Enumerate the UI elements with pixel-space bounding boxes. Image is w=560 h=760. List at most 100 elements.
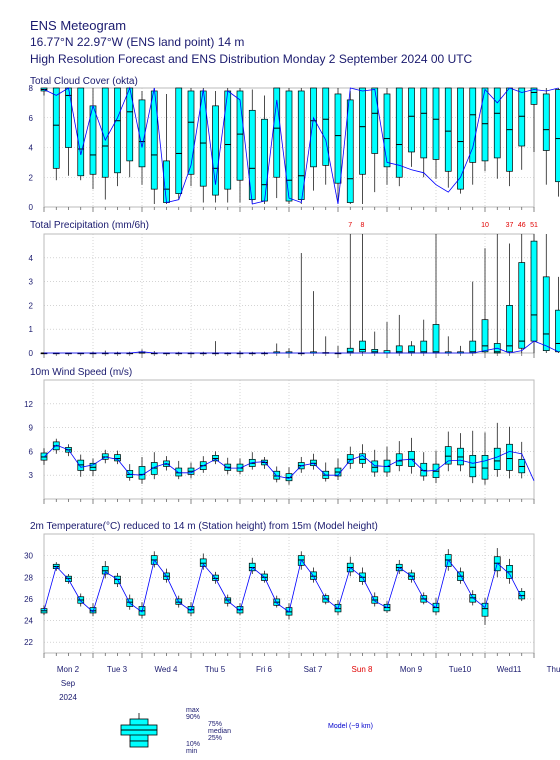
iqr-box [175, 87, 183, 194]
ens-box [530, 234, 538, 353]
day-label: Tue 3 [107, 665, 128, 674]
ens-box [310, 453, 317, 470]
location-line: 16.77°N 22.97°W (ENS land point) 14 m [30, 35, 245, 49]
ens-box [346, 556, 354, 577]
iqr-box [555, 309, 560, 353]
ens-box [383, 88, 391, 185]
ens-box [457, 433, 464, 472]
iqr-box [248, 109, 256, 200]
ens-box [359, 567, 366, 585]
ens-box [224, 457, 232, 475]
iqr-box [383, 93, 391, 168]
day-label: Fri 6 [256, 665, 273, 674]
ens-box [359, 87, 366, 205]
legend-p90-label: 90% [186, 714, 200, 721]
y-tick-label: 4 [29, 254, 34, 263]
ens-box [273, 595, 281, 608]
ens-box [457, 87, 464, 194]
ens-box [371, 331, 379, 354]
ens-box [114, 87, 121, 187]
y-tick-label: 4 [29, 144, 34, 153]
ens-box [518, 588, 526, 602]
ens-box [297, 253, 305, 355]
panel-title: Total Precipitation (mm/6h) [30, 220, 149, 231]
iqr-box [555, 89, 560, 183]
ens-box [481, 248, 489, 353]
ens-box [212, 451, 219, 465]
iqr-box [334, 93, 342, 184]
ens-box [261, 95, 268, 205]
ens-box [469, 430, 477, 484]
ens-box [432, 450, 440, 484]
ens-box [493, 422, 501, 477]
day-label: Thu12 [547, 665, 560, 674]
iqr-box [481, 455, 489, 480]
ens-box [248, 89, 256, 205]
ens-box [138, 349, 146, 354]
ens-box [555, 88, 560, 197]
iqr-box [359, 453, 366, 464]
outlier-label: 7 [348, 222, 352, 229]
ens-box [408, 437, 415, 474]
y-tick-label: 2 [29, 301, 34, 310]
panel-title: 2m Temperature(°C) reduced to 14 m (Stat… [30, 521, 378, 532]
panel-1: 0 1 2 3 4 Total Precipitation (mm/6h) 7 8 10 37 46… [29, 220, 560, 358]
iqr-box [530, 240, 538, 342]
ens-box [175, 460, 183, 480]
iqr-box [444, 87, 452, 172]
ens-box [77, 454, 85, 477]
ens-box [518, 441, 526, 479]
ens-box [395, 314, 403, 354]
y-tick-label: 0 [29, 349, 34, 358]
ens-box [346, 234, 354, 354]
ens-box [101, 561, 109, 579]
iqr-box [114, 454, 121, 462]
hres-line [43, 559, 523, 613]
ens-box [518, 87, 526, 170]
iqr-box [359, 87, 366, 175]
iqr-box [518, 590, 526, 600]
ens-box [334, 88, 342, 202]
iqr-box [138, 99, 146, 168]
ens-box [187, 462, 195, 479]
legend-p10-box [129, 740, 149, 748]
iqr-box [518, 262, 526, 349]
ens-box [444, 336, 452, 354]
iqr-box [432, 324, 440, 354]
iqr-box [481, 602, 489, 617]
iqr-box [420, 340, 428, 354]
ens-box [285, 348, 293, 354]
iqr-box [89, 607, 97, 614]
ens-box [297, 456, 305, 473]
ens-box [506, 243, 513, 353]
ens-box [77, 593, 85, 607]
iqr-box [432, 87, 440, 160]
iqr-box [506, 305, 513, 353]
iqr-box [469, 455, 477, 478]
year-label: 2024 [59, 693, 77, 702]
panel-title: 10m Wind Speed (m/s) [30, 367, 132, 378]
ens-box [187, 88, 195, 187]
ens-box [138, 456, 146, 484]
ens-box [469, 281, 477, 354]
outlier-label: 37 [506, 222, 514, 229]
outlier-label: 51 [530, 222, 538, 229]
ens-box [261, 456, 268, 469]
ens-box [493, 234, 501, 354]
iqr-box [457, 87, 464, 190]
ens-box [506, 87, 513, 187]
iqr-box [408, 87, 415, 153]
y-tick-label: 9 [29, 424, 34, 433]
iqr-box [359, 340, 366, 353]
iqr-box [371, 87, 379, 154]
ens-box [322, 87, 330, 185]
ens-box [101, 87, 109, 200]
panel-frame [43, 533, 535, 654]
y-tick-label: 26 [24, 595, 33, 604]
ens-box [506, 558, 513, 584]
iqr-box [273, 470, 281, 480]
iqr-box [395, 87, 403, 178]
panel-3: 22 24 26 28 30 2m Temperature(°C) reduced to … [24, 521, 535, 658]
